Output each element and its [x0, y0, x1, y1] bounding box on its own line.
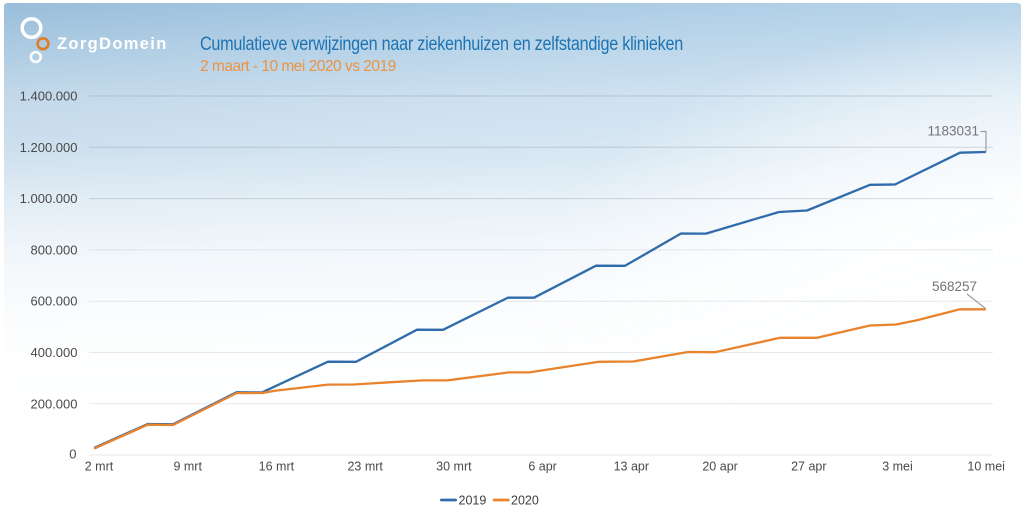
svg-text:2 mrt: 2 mrt: [85, 460, 114, 474]
svg-text:9 mrt: 9 mrt: [173, 460, 202, 474]
svg-text:0: 0: [69, 447, 76, 462]
svg-text:23 mrt: 23 mrt: [347, 460, 383, 474]
svg-text:400.000: 400.000: [31, 345, 78, 360]
svg-text:10 mei: 10 mei: [967, 460, 1005, 474]
svg-text:20 apr: 20 apr: [702, 460, 737, 474]
svg-text:27 apr: 27 apr: [791, 460, 826, 474]
svg-text:1.000.000: 1.000.000: [20, 191, 78, 206]
svg-text:1.400.000: 1.400.000: [20, 89, 78, 104]
svg-text:3 mei: 3 mei: [882, 460, 913, 474]
svg-text:1183031: 1183031: [927, 124, 979, 139]
svg-text:2019: 2019: [459, 494, 487, 508]
svg-text:800.000: 800.000: [31, 242, 78, 257]
svg-text:1.200.000: 1.200.000: [20, 140, 78, 155]
svg-text:13 apr: 13 apr: [614, 460, 649, 474]
svg-text:30 mrt: 30 mrt: [436, 460, 472, 474]
svg-text:6 apr: 6 apr: [528, 460, 557, 474]
svg-text:568257: 568257: [932, 279, 977, 294]
svg-text:200.000: 200.000: [31, 396, 78, 411]
svg-text:16 mrt: 16 mrt: [259, 460, 295, 474]
svg-text:2020: 2020: [511, 494, 539, 508]
svg-text:600.000: 600.000: [31, 294, 78, 309]
